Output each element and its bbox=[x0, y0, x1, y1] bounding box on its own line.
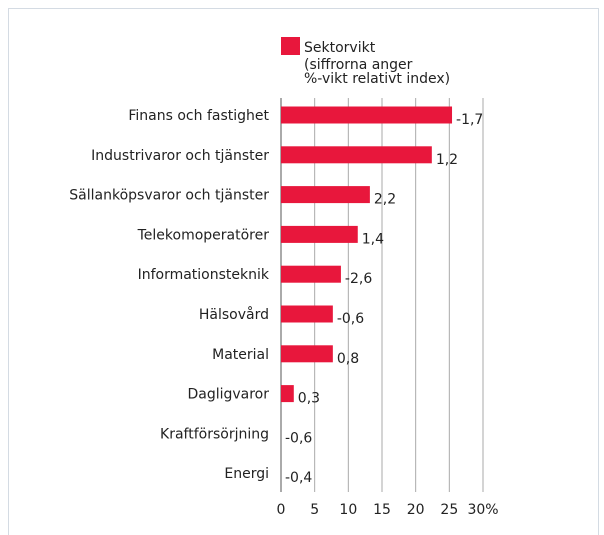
relative-label: 1,4 bbox=[362, 231, 384, 247]
legend-note: (siffrorna anger bbox=[304, 57, 413, 73]
relative-label: 0,3 bbox=[298, 391, 320, 407]
bar bbox=[281, 225, 358, 243]
bar bbox=[281, 146, 432, 164]
y-tick-label: Energi bbox=[224, 466, 269, 482]
relative-label: 1,2 bbox=[436, 152, 458, 168]
bar bbox=[281, 186, 370, 204]
x-tick-label: 25 bbox=[440, 502, 458, 518]
y-tick-label: Material bbox=[212, 347, 269, 363]
x-tick-label: 10 bbox=[339, 502, 357, 518]
x-tick-label: 0 bbox=[277, 502, 286, 518]
x-tick-label: 20 bbox=[407, 502, 425, 518]
y-tick-label: Telekomoperatörer bbox=[137, 227, 270, 243]
relative-label: 2,2 bbox=[374, 192, 396, 208]
x-tick-label: 5 bbox=[310, 502, 319, 518]
relative-label: 0,8 bbox=[337, 351, 359, 367]
y-tick-label: Informationsteknik bbox=[138, 267, 270, 283]
y-tick-label: Hälsovård bbox=[199, 306, 269, 323]
relative-label: -0,6 bbox=[337, 311, 364, 327]
relative-label: -0,6 bbox=[285, 430, 312, 446]
y-tick-label: Kraftförsörjning bbox=[160, 426, 269, 442]
relative-label: -2,6 bbox=[345, 271, 372, 287]
frame bbox=[8, 8, 599, 535]
legend-swatch bbox=[281, 37, 300, 55]
y-tick-label: Finans och fastighet bbox=[128, 108, 269, 124]
bar bbox=[281, 305, 333, 323]
bar bbox=[281, 345, 333, 363]
legend-label: Sektorvikt bbox=[304, 40, 376, 56]
x-tick-label: 30% bbox=[467, 502, 498, 518]
relative-label: -1,7 bbox=[456, 112, 483, 128]
y-tick-label: Sällanköpsvaror och tjänster bbox=[69, 188, 269, 204]
bar bbox=[281, 265, 341, 283]
x-tick-label: 15 bbox=[373, 502, 391, 518]
bar bbox=[281, 106, 453, 124]
y-tick-label: Industrivaror och tjänster bbox=[91, 148, 269, 164]
relative-label: -0,4 bbox=[285, 470, 312, 486]
y-tick-label: Dagligvaror bbox=[187, 387, 269, 403]
legend-note: %-vikt relativt index) bbox=[304, 71, 450, 87]
bar bbox=[281, 385, 294, 403]
